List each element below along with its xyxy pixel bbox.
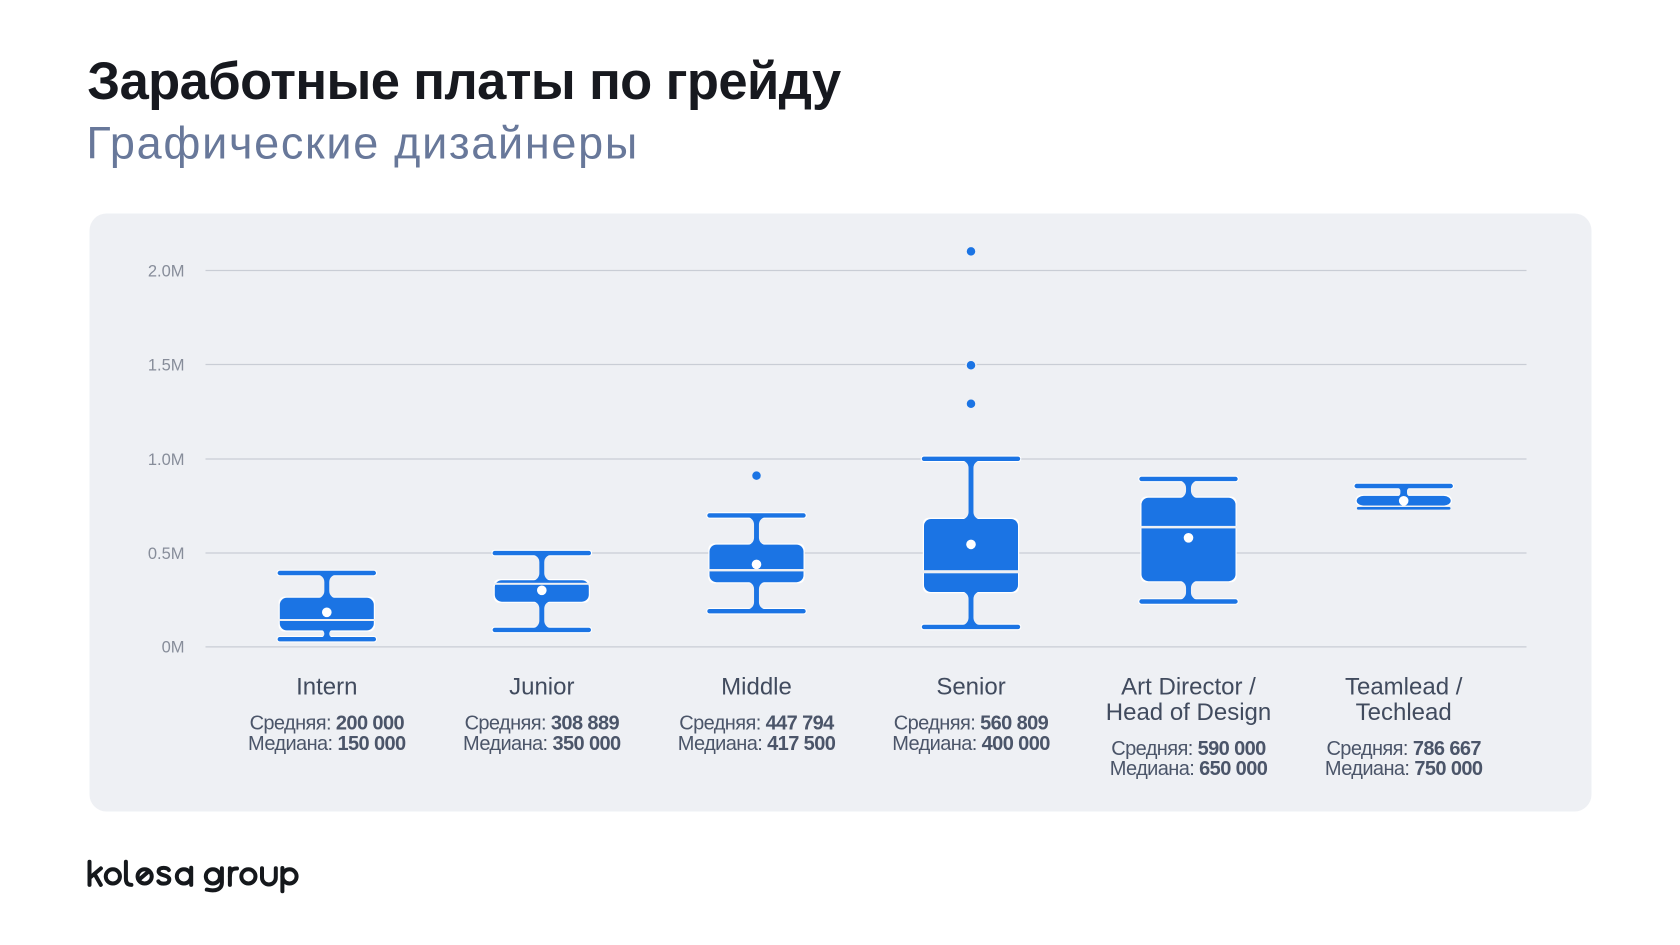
svg-text:Средняя: 200 000: Средняя: 200 000 [250, 713, 405, 735]
svg-text:Медиана: 750 000: Медиана: 750 000 [1325, 758, 1483, 780]
svg-text:Графические дизайнеры: Графические дизайнеры [86, 118, 639, 169]
svg-text:Медиана: 417 500: Медиана: 417 500 [678, 733, 836, 755]
svg-text:1.0M: 1.0M [148, 451, 185, 469]
svg-text:Средняя: 786 667: Средняя: 786 667 [1326, 738, 1481, 760]
svg-text:0M: 0M [162, 639, 185, 657]
svg-text:1.5M: 1.5M [148, 356, 185, 374]
svg-text:Middle: Middle [721, 674, 792, 701]
svg-text:Средняя: 447 794: Средняя: 447 794 [679, 713, 835, 735]
svg-text:0.5M: 0.5M [148, 545, 185, 563]
svg-text:Intern: Intern [296, 674, 357, 701]
svg-text:Senior: Senior [936, 674, 1005, 701]
svg-text:Средняя: 308 889: Средняя: 308 889 [465, 713, 620, 735]
svg-text:Средняя: 560 809: Средняя: 560 809 [894, 713, 1049, 735]
svg-text:Заработные платы по грейду: Заработные платы по грейду [87, 52, 841, 111]
svg-text:Techlead: Techlead [1356, 699, 1452, 726]
svg-text:Teamlead /: Teamlead / [1345, 674, 1463, 701]
svg-text:Медиана: 150 000: Медиана: 150 000 [248, 733, 406, 755]
svg-text:Junior: Junior [509, 674, 574, 701]
svg-text:2.0M: 2.0M [148, 262, 185, 280]
svg-text:Медиана: 400 000: Медиана: 400 000 [892, 733, 1050, 755]
svg-text:Средняя: 590 000: Средняя: 590 000 [1111, 738, 1266, 760]
svg-text:Head of Design: Head of Design [1106, 699, 1271, 726]
svg-text:Медиана: 650 000: Медиана: 650 000 [1110, 758, 1268, 780]
svg-text:Медиана: 350 000: Медиана: 350 000 [463, 733, 621, 755]
svg-text:Art Director /: Art Director / [1121, 674, 1256, 701]
